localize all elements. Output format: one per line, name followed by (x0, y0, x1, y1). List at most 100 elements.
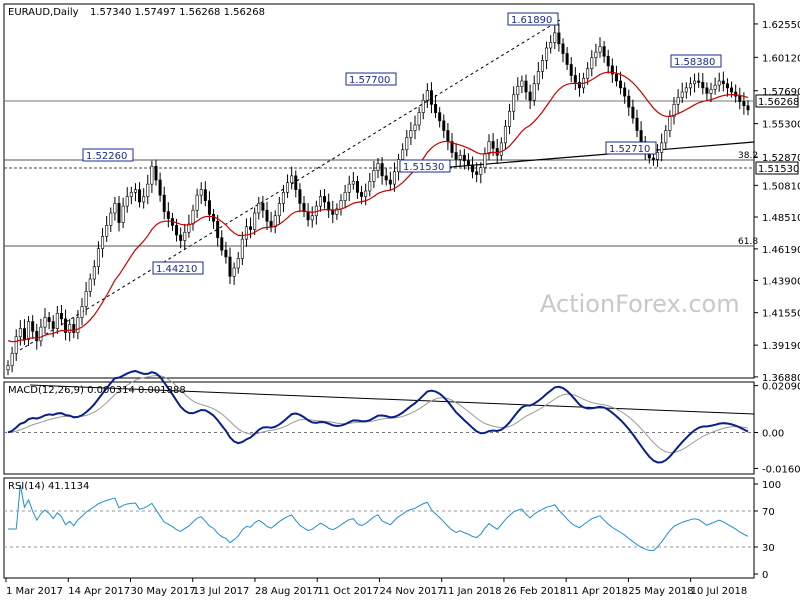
candle-body (512, 94, 516, 112)
candle-body (577, 82, 581, 89)
price-tick-label: 1.39190 (762, 341, 800, 352)
candle-body (22, 328, 26, 340)
candle-body (39, 326, 43, 342)
candle-body (306, 211, 310, 221)
candle-body (705, 87, 709, 94)
candle-body (475, 171, 479, 175)
x-tick-label: 13 Jul 2017 (193, 586, 250, 597)
candle-body (471, 164, 475, 173)
candle-body (450, 141, 454, 153)
candle-body (236, 258, 240, 269)
candle-body (742, 101, 746, 107)
ema-line (7, 71, 749, 343)
candle-body (688, 83, 692, 89)
candle-body (142, 196, 146, 203)
candle-body (573, 75, 577, 83)
rsi-tick-label: 100 (762, 480, 781, 491)
price-tick-label: 1.62550 (762, 20, 800, 31)
candle-body (508, 110, 512, 127)
candle-body (360, 192, 364, 197)
annotation-box (670, 54, 722, 68)
x-tick-label: 11 Oct 2017 (317, 586, 379, 597)
candle-body (191, 209, 195, 225)
current-price-tag (755, 94, 799, 108)
candle-body (610, 65, 614, 75)
price-tick-label: 1.57690 (762, 87, 800, 98)
candle-body (265, 209, 269, 222)
candle-body (203, 189, 207, 201)
candle-body (286, 182, 290, 193)
candle-body (697, 80, 701, 83)
annotation-label: 1.58380 (674, 57, 715, 68)
candle-body (651, 157, 655, 160)
candle-body (310, 215, 314, 221)
x-tick-label: 26 Feb 2018 (504, 586, 566, 597)
candle-body (557, 32, 561, 45)
candle-body (92, 266, 96, 280)
candle-body (43, 317, 47, 328)
fib-382-label: 38.2 (738, 151, 758, 161)
macd-tick-label: 0.020904 (762, 382, 800, 393)
candle-body (27, 321, 31, 340)
price-tick-label: 1.41550 (762, 309, 800, 320)
candle-body (516, 86, 520, 96)
candle-body (405, 137, 409, 151)
candle-body (249, 226, 253, 230)
annotation-label: 1.44210 (156, 264, 197, 275)
candle-body (269, 220, 273, 228)
candle-body (228, 256, 232, 277)
candle-body (183, 231, 187, 241)
price-tick-label: 1.48510 (762, 213, 800, 224)
candle-body (528, 91, 532, 101)
candle-body (413, 124, 417, 131)
price-panel-frame (3, 3, 755, 379)
candle-body (602, 46, 606, 57)
candle-body (532, 83, 536, 101)
candle-body (466, 160, 470, 166)
candle-body (598, 46, 602, 53)
candle-body (721, 80, 725, 85)
candle-body (397, 159, 401, 173)
candle-body (499, 142, 503, 156)
candle-body (129, 192, 133, 197)
candle-body (10, 352, 14, 366)
candle-body (162, 194, 166, 212)
candle-body (14, 336, 18, 354)
candle-body (425, 90, 429, 101)
annotation-box (152, 261, 204, 275)
candle-body (72, 324, 76, 333)
candle-body (491, 141, 495, 149)
chart-title: EURAUD,Daily (8, 7, 79, 18)
candle-body (401, 149, 405, 160)
candle-body (80, 306, 84, 318)
annotation-label: 1.57700 (349, 75, 390, 86)
price-tick-label: 1.46190 (762, 245, 800, 256)
rsi-line (8, 484, 749, 552)
x-tick-label: 10 Jul 2018 (691, 586, 748, 597)
x-tick-label: 30 May 2017 (130, 586, 195, 597)
candle-body (561, 43, 565, 54)
candle-body (88, 278, 92, 292)
candle-body (187, 223, 191, 233)
macd-signal-line (7, 374, 749, 454)
candle-body (84, 291, 88, 307)
candle-body (59, 313, 63, 320)
candle-body (281, 192, 285, 204)
candle-body (553, 32, 557, 43)
annotation-label: 1.52260 (86, 151, 127, 162)
price-tick-label: 1.50810 (762, 181, 800, 192)
candle-body (676, 97, 680, 105)
annotation-box (605, 141, 657, 155)
candle-body (302, 203, 306, 212)
level-price-label: 1.51530 (758, 164, 799, 175)
macd-trend-line (29, 384, 755, 415)
candle-body (569, 64, 573, 76)
candle-body (207, 200, 211, 215)
candle-body (664, 130, 668, 144)
x-tick-label: 24 Nov 2017 (379, 586, 443, 597)
candle-body (434, 104, 438, 113)
candle-body (487, 141, 491, 155)
candle-body (257, 203, 261, 214)
candle-body (216, 220, 220, 239)
